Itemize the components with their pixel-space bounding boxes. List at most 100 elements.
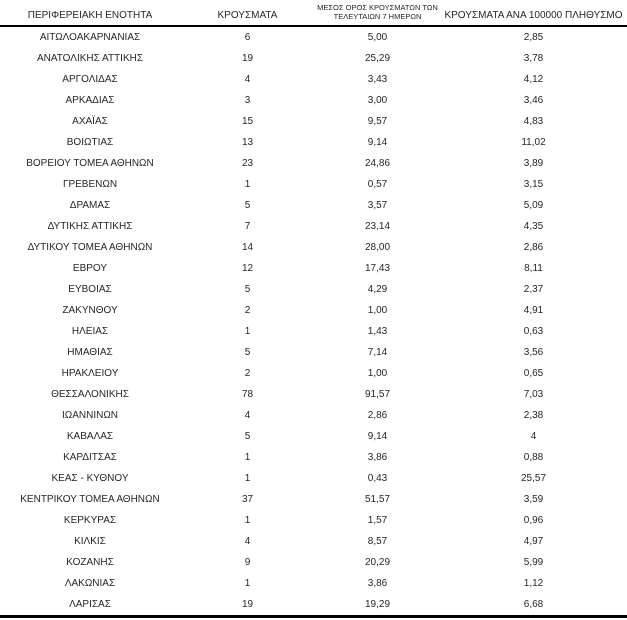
table-row: ΒΟΙΩΤΙΑΣ 13 9,14 11,02 <box>0 132 627 153</box>
cases-cell: 5 <box>244 431 251 442</box>
table-row: ΑΡΚΑΔΙΑΣ 3 3,00 3,46 <box>0 90 627 111</box>
col-header-avg7: ΜΕΣΟΣ ΟΡΟΣ ΚΡΟΥΣΜΑΤΩΝ ΤΩΝ ΤΕΛΕΥΤΑΙΩΝ 7 Η… <box>315 1 440 27</box>
per100k-cell: 4,12 <box>523 74 544 85</box>
cases-cell: 78 <box>241 389 254 400</box>
cases-cell: 3 <box>244 95 251 106</box>
avg7-cell: 9,14 <box>367 137 388 148</box>
per100k-cell: 2,38 <box>523 410 544 421</box>
col-header-avg7-line2: ΤΕΛΕΥΤΑΙΩΝ 7 ΗΜΕΡΩΝ <box>333 12 422 21</box>
avg7-cell: 25,29 <box>364 53 391 64</box>
header-row: ΠΕΡΙΦΕΡΕΙΑΚΗ ΕΝΟΤΗΤΑ ΚΡΟΥΣΜΑΤΑ ΜΕΣΟΣ ΟΡΟ… <box>0 1 627 27</box>
per100k-cell: 4,91 <box>523 305 544 316</box>
cases-cell: 13 <box>241 137 254 148</box>
avg7-cell: 1,00 <box>367 368 388 379</box>
table-row: ΚΟΖΑΝΗΣ 9 20,29 5,99 <box>0 552 627 573</box>
avg7-cell: 0,57 <box>367 179 388 190</box>
avg7-cell: 3,43 <box>367 74 388 85</box>
region-cell: ΗΛΕΙΑΣ <box>71 326 109 337</box>
avg7-cell: 24,86 <box>364 158 391 169</box>
cases-cell: 2 <box>244 305 251 316</box>
region-cell: ΑΙΤΩΛΟΑΚΑΡΝΑΝΙΑΣ <box>39 32 141 43</box>
avg7-cell: 9,14 <box>367 431 388 442</box>
table-row: ΒΟΡΕΙΟΥ ΤΟΜΕΑ ΑΘΗΝΩΝ 23 24,86 3,89 <box>0 153 627 174</box>
per100k-cell: 4,83 <box>523 116 544 127</box>
cases-cell: 1 <box>244 515 251 526</box>
per100k-cell: 7,03 <box>523 389 544 400</box>
cases-cell: 19 <box>241 599 254 610</box>
per100k-cell: 2,85 <box>523 32 544 43</box>
cases-cell: 4 <box>244 536 251 547</box>
region-cell: ΑΧΑΪΑΣ <box>72 116 108 127</box>
cases-cell: 1 <box>244 578 251 589</box>
col-header-cases: ΚΡΟΥΣΜΑΤΑ <box>180 1 315 27</box>
cases-cell: 4 <box>244 410 251 421</box>
region-cell: ΗΡΑΚΛΕΙΟΥ <box>61 368 119 379</box>
avg7-cell: 9,57 <box>367 116 388 127</box>
cases-cell: 14 <box>241 242 254 253</box>
avg7-cell: 1,00 <box>367 305 388 316</box>
table-row: ΕΒΡΟΥ 12 17,43 8,11 <box>0 258 627 279</box>
table-row: ΙΩΑΝΝΙΝΩΝ 4 2,86 2,38 <box>0 405 627 426</box>
region-cell: ΔΥΤΙΚΗΣ ΑΤΤΙΚΗΣ <box>47 221 133 232</box>
per100k-cell: 5,99 <box>523 557 544 568</box>
per100k-cell: 4 <box>530 431 537 442</box>
table-row: ΖΑΚΥΝΘΟΥ 2 1,00 4,91 <box>0 300 627 321</box>
cases-cell: 5 <box>244 284 251 295</box>
per100k-cell: 11,02 <box>521 137 546 148</box>
region-cell: ΚΑΡΔΙΤΣΑΣ <box>63 452 117 463</box>
per100k-cell: 3,89 <box>523 158 544 169</box>
avg7-cell: 28,00 <box>364 242 391 253</box>
per100k-cell: 0,88 <box>523 452 544 463</box>
per100k-cell: 3,78 <box>523 53 544 64</box>
per100k-cell: 8,11 <box>524 263 543 274</box>
cases-cell: 4 <box>244 74 251 85</box>
region-cell: ΒΟΡΕΙΟΥ ΤΟΜΕΑ ΑΘΗΝΩΝ <box>26 158 154 169</box>
avg7-cell: 17,43 <box>364 263 391 274</box>
avg7-cell: 3,86 <box>367 578 388 589</box>
cases-cell: 15 <box>241 116 254 127</box>
avg7-cell: 23,14 <box>364 221 391 232</box>
avg7-cell: 1,43 <box>367 326 388 337</box>
per100k-cell: 3,56 <box>523 347 544 358</box>
table-row: ΗΡΑΚΛΕΙΟΥ 2 1,00 0,65 <box>0 363 627 384</box>
cases-cell: 5 <box>244 347 251 358</box>
per100k-cell: 6,68 <box>523 599 544 610</box>
table-row: ΚΑΒΑΛΑΣ 5 9,14 4 <box>0 426 627 447</box>
avg7-cell: 51,57 <box>364 494 391 505</box>
col-header-avg7-line1: ΜΕΣΟΣ ΟΡΟΣ ΚΡΟΥΣΜΑΤΩΝ ΤΩΝ <box>317 3 438 12</box>
table-row: ΛΑΡΙΣΑΣ 19 19,29 6,68 <box>0 594 627 617</box>
avg7-cell: 3,00 <box>367 95 388 106</box>
table-row: ΗΜΑΘΙΑΣ 5 7,14 3,56 <box>0 342 627 363</box>
table-row: ΔΥΤΙΚΟΥ ΤΟΜΕΑ ΑΘΗΝΩΝ 14 28,00 2,86 <box>0 237 627 258</box>
table-row: ΚΑΡΔΙΤΣΑΣ 1 3,86 0,88 <box>0 447 627 468</box>
cases-cell: 2 <box>244 368 251 379</box>
table-row: ΑΡΓΟΛΙΔΑΣ 4 3,43 4,12 <box>0 69 627 90</box>
col-header-region: ΠΕΡΙΦΕΡΕΙΑΚΗ ΕΝΟΤΗΤΑ <box>0 1 180 27</box>
per100k-cell: 0,96 <box>523 515 544 526</box>
avg7-cell: 4,29 <box>367 284 388 295</box>
per100k-cell: 0,65 <box>523 368 544 379</box>
table-row: ΚΕΑΣ - ΚΥΘΝΟΥ 1 0,43 25,57 <box>0 468 627 489</box>
per100k-cell: 4,35 <box>523 221 544 232</box>
avg7-cell: 3,57 <box>367 200 388 211</box>
cases-cell: 23 <box>241 158 254 169</box>
per100k-cell: 1,12 <box>523 578 544 589</box>
per100k-cell: 3,46 <box>523 95 544 106</box>
avg7-cell: 5,00 <box>367 32 388 43</box>
table-row: ΑΙΤΩΛΟΑΚΑΡΝΑΝΙΑΣ 6 5,00 2,85 <box>0 26 627 48</box>
cases-cell: 7 <box>244 221 251 232</box>
per100k-cell: 2,86 <box>523 242 544 253</box>
avg7-cell: 3,86 <box>367 452 388 463</box>
col-header-per100k: ΚΡΟΥΣΜΑΤΑ ΑΝΑ 100000 ΠΛΗΘΥΣΜΟ <box>440 1 627 27</box>
region-cell: ΙΩΑΝΝΙΝΩΝ <box>61 410 119 421</box>
cases-cell: 1 <box>244 452 251 463</box>
table-row: ΔΡΑΜΑΣ 5 3,57 5,09 <box>0 195 627 216</box>
avg7-cell: 2,86 <box>367 410 388 421</box>
region-cell: ΕΥΒΟΙΑΣ <box>68 284 112 295</box>
table-row: ΑΝΑΤΟΛΙΚΗΣ ΑΤΤΙΚΗΣ 19 25,29 3,78 <box>0 48 627 69</box>
cases-cell: 19 <box>241 53 254 64</box>
per100k-cell: 0,63 <box>523 326 544 337</box>
region-cell: ΚΑΒΑΛΑΣ <box>66 431 114 442</box>
avg7-cell: 20,29 <box>364 557 391 568</box>
